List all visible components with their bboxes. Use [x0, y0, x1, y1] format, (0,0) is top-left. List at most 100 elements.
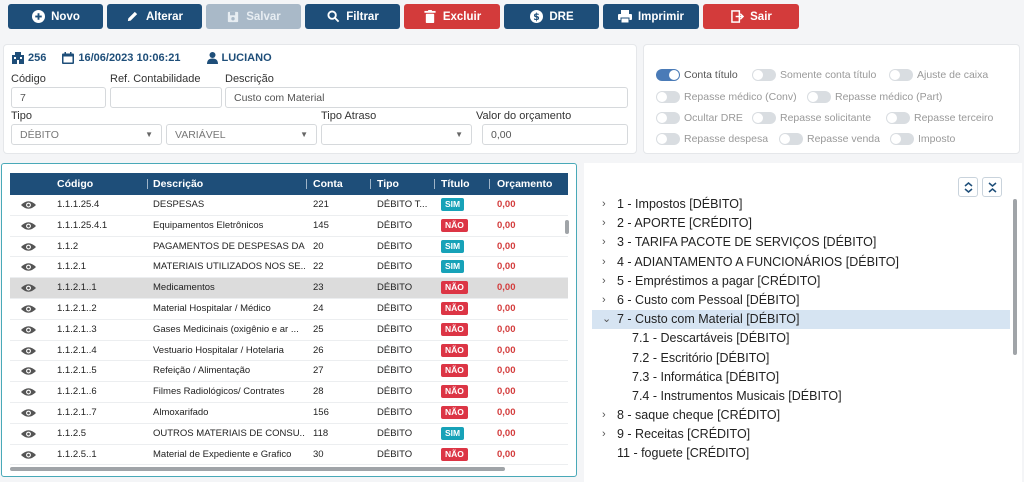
tree-vertical-scrollbar[interactable]: [1013, 199, 1017, 355]
eye-icon[interactable]: [21, 325, 36, 338]
eye-icon[interactable]: [21, 366, 36, 379]
eye-icon[interactable]: [21, 200, 36, 213]
table-row[interactable]: 1.1.2.1..5 Refeição / Alimentação 27 DÉBITO…: [10, 361, 568, 383]
toggle-repasse-medico-conv[interactable]: Repasse médico (Conv): [656, 91, 797, 103]
tree-node[interactable]: 11 - foguete [CRÉDITO]: [592, 444, 1010, 463]
toggle-repasse-medico-part[interactable]: Repasse médico (Part): [807, 91, 942, 103]
toggle-switch[interactable]: [779, 133, 803, 145]
excluir-button[interactable]: Excluir: [404, 4, 500, 29]
eye-icon[interactable]: [21, 450, 36, 463]
alterar-button[interactable]: Alterar: [107, 4, 202, 29]
eye-icon[interactable]: [21, 221, 36, 234]
tree-node[interactable]: › 5 - Empréstimos a pagar [CRÉDITO]: [592, 272, 1010, 291]
dre-button[interactable]: $ DRE: [504, 4, 599, 29]
eye-icon[interactable]: [21, 262, 36, 275]
toggle-ocultar-dre[interactable]: Ocultar DRE: [656, 112, 743, 124]
table-row[interactable]: 1.1.2.1 MATERIAIS UTILIZADOS NOS SE... 22 D…: [10, 257, 568, 279]
table-row[interactable]: 1.1.2.1..2 Material Hospitalar / Médico 24…: [10, 299, 568, 320]
eye-icon[interactable]: [21, 346, 36, 359]
toggle-switch[interactable]: [656, 133, 680, 145]
toggle-switch[interactable]: [752, 69, 776, 81]
collapse-all-button[interactable]: [982, 177, 1002, 197]
valor-orcamento-field[interactable]: 0,00: [482, 124, 628, 145]
table-row[interactable]: 1.1.2.1..6 Filmes Radiológicos/ Contrates…: [10, 382, 568, 403]
col-orcamento-header[interactable]: Orçamento: [497, 178, 553, 190]
tree-node[interactable]: › 2 - APORTE [CRÉDITO]: [592, 214, 1010, 233]
toggle-somente-conta-titulo[interactable]: Somente conta título: [752, 69, 876, 81]
col-titulo-header[interactable]: Título: [441, 178, 470, 190]
toggle-repasse-venda[interactable]: Repasse venda: [779, 133, 880, 145]
toggle-conta-titulo[interactable]: Conta título: [656, 69, 738, 81]
chevron-right-icon[interactable]: ›: [602, 293, 606, 306]
toggle-switch[interactable]: [752, 112, 776, 124]
tipo-select[interactable]: DÉBITO ▼: [11, 124, 162, 145]
toggle-switch[interactable]: [889, 69, 913, 81]
col-descricao-header[interactable]: Descrição: [153, 178, 204, 190]
tree-node[interactable]: › 6 - Custo com Pessoal [DÉBITO]: [592, 291, 1010, 310]
table-row[interactable]: 1.1.1.25.4.1 Equipamentos Eletrônicos 145 D…: [10, 216, 568, 237]
chevron-right-icon[interactable]: ›: [602, 428, 606, 441]
toggle-switch[interactable]: [890, 133, 914, 145]
eye-icon[interactable]: [21, 283, 36, 296]
table-vertical-scrollbar[interactable]: [565, 220, 569, 234]
salvar-button[interactable]: Salvar: [206, 4, 301, 29]
tree-node[interactable]: › 1 - Impostos [DÉBITO]: [592, 195, 1010, 214]
tree-node[interactable]: › 4 - ADIANTAMENTO A FUNCIONÁRIOS [DÉBITO…: [592, 253, 1010, 272]
toggle-switch[interactable]: [656, 69, 680, 81]
table-row[interactable]: 1.1.2.1..1 Medicamentos 23 DÉBITO NÃO 0,00: [10, 278, 568, 299]
chevron-right-icon[interactable]: ›: [602, 217, 606, 230]
table-row[interactable]: 1.1.2.1..4 Vestuario Hospitalar / Hotelar…: [10, 341, 568, 362]
toggle-ajuste-caixa[interactable]: Ajuste de caixa: [889, 69, 988, 81]
chevron-right-icon[interactable]: ›: [602, 409, 606, 422]
chevron-down-icon[interactable]: ⌄: [602, 313, 612, 326]
tree-node[interactable]: ⌄ 7 - Custo com Material [DÉBITO]: [592, 310, 1010, 330]
table-row[interactable]: 1.1.2.5 OUTROS MATERIAIS DE CONSU... 118 DÉ…: [10, 424, 568, 445]
col-tipo-header[interactable]: Tipo: [377, 178, 399, 190]
toggle-switch[interactable]: [807, 91, 831, 103]
descricao-field[interactable]: Custo com Material: [225, 87, 628, 108]
col-codigo-header[interactable]: Código: [57, 178, 94, 190]
toggle-repasse-solicitante[interactable]: Repasse solicitante: [752, 112, 871, 124]
chevron-right-icon[interactable]: ›: [602, 255, 606, 268]
tree-child-node[interactable]: 7.1 - Descartáveis [DÉBITO]: [592, 329, 1010, 348]
table-row[interactable]: 1.1.1.25.4 DESPESAS 221 DÉBITO T... SIM 0,00: [10, 195, 568, 216]
toggle-switch[interactable]: [886, 112, 910, 124]
eye-icon[interactable]: [21, 387, 36, 400]
expand-all-button[interactable]: [958, 177, 978, 197]
eye-icon[interactable]: [21, 429, 36, 442]
toggle-repasse-terceiro[interactable]: Repasse terceiro: [886, 112, 993, 124]
tree-child-node[interactable]: 7.3 - Informática [DÉBITO]: [592, 368, 1010, 387]
table-row[interactable]: 1.1.2.1..3 Gases Medicinais (oxigênio e a…: [10, 320, 568, 341]
table-row[interactable]: 1.1.2 PAGAMENTOS DE DESPESAS DA... 20 DÉBIT…: [10, 237, 568, 258]
ref-contabilidade-field[interactable]: [110, 87, 222, 108]
table-horizontal-scrollbar[interactable]: [10, 467, 505, 471]
toggle-switch[interactable]: [656, 112, 680, 124]
tree-node[interactable]: › 3 - TARIFA PACOTE DE SERVIÇOS [DÉBITO]: [592, 233, 1010, 252]
tree-node[interactable]: › 8 - saque cheque [CRÉDITO]: [592, 406, 1010, 425]
codigo-field[interactable]: 7: [11, 87, 106, 108]
cell-orcamento: 0,00: [497, 219, 516, 231]
table-row[interactable]: 1.1.2.1..7 Almoxarifado 156 DÉBITO NÃO 0,00: [10, 403, 568, 424]
tree-node[interactable]: › 9 - Receitas [CRÉDITO]: [592, 425, 1010, 444]
eye-icon[interactable]: [21, 408, 36, 421]
cell-tipo: DÉBITO: [377, 448, 413, 460]
novo-button[interactable]: Novo: [8, 4, 103, 29]
table-row[interactable]: 1.1.2.5..1 Material de Expediente e Grafi…: [10, 445, 568, 466]
eye-icon[interactable]: [21, 304, 36, 317]
toggle-repasse-despesa[interactable]: Repasse despesa: [656, 133, 768, 145]
tipo-atraso-select[interactable]: ▼: [321, 124, 472, 145]
tipo-variavel-select[interactable]: VARIÁVEL ▼: [166, 124, 317, 145]
cell-orcamento: 0,00: [497, 448, 516, 460]
chevron-right-icon[interactable]: ›: [602, 236, 606, 249]
tree-child-node[interactable]: 7.2 - Escritório [DÉBITO]: [592, 349, 1010, 368]
eye-icon[interactable]: [21, 242, 36, 255]
imprimir-button[interactable]: Imprimir: [603, 4, 699, 29]
toggle-imposto[interactable]: Imposto: [890, 133, 955, 145]
sair-button[interactable]: Sair: [703, 4, 799, 29]
chevron-right-icon[interactable]: ›: [602, 198, 606, 210]
filtrar-button[interactable]: Filtrar: [305, 4, 400, 29]
col-conta-header[interactable]: Conta: [313, 178, 343, 190]
chevron-right-icon[interactable]: ›: [602, 274, 606, 287]
toggle-switch[interactable]: [656, 91, 680, 103]
tree-child-node[interactable]: 7.4 - Instrumentos Musicais [DÉBITO]: [592, 387, 1010, 406]
